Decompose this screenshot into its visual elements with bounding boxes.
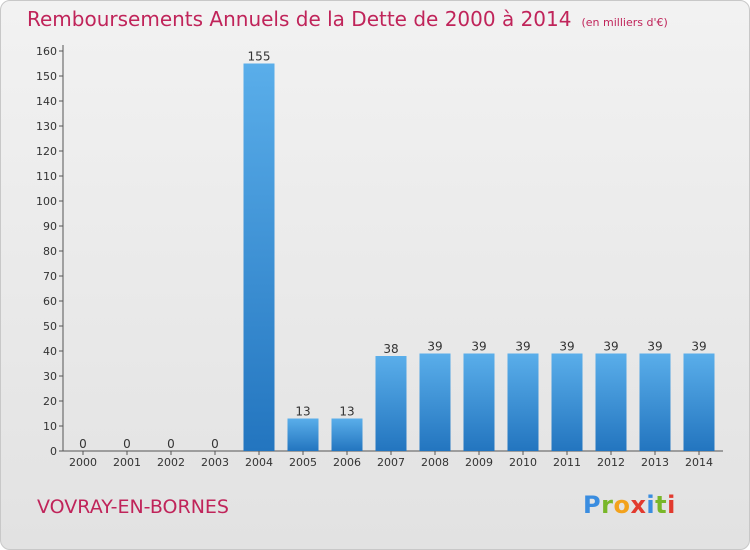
bar bbox=[287, 418, 319, 451]
y-tick-label: 110 bbox=[36, 170, 57, 183]
bar bbox=[375, 356, 407, 451]
data-label: 39 bbox=[691, 340, 706, 354]
bar bbox=[595, 353, 627, 451]
y-tick-label: 60 bbox=[43, 295, 57, 308]
data-label: 39 bbox=[515, 340, 530, 354]
x-tick-label: 2008 bbox=[421, 456, 449, 469]
x-tick-label: 2002 bbox=[157, 456, 185, 469]
y-tick-label: 70 bbox=[43, 270, 57, 283]
y-tick-label: 120 bbox=[36, 145, 57, 158]
bar bbox=[683, 353, 715, 451]
y-tick-label: 130 bbox=[36, 120, 57, 133]
title-unit: (en milliers d'€) bbox=[581, 16, 668, 29]
town-name: VOVRAY-EN-BORNES bbox=[37, 496, 229, 518]
proxiti-logo: Proxiti bbox=[583, 491, 676, 519]
chart-title: Remboursements Annuels de la Dette de 20… bbox=[27, 7, 668, 31]
data-label: 13 bbox=[295, 405, 310, 419]
data-label: 13 bbox=[339, 405, 354, 419]
y-tick-label: 30 bbox=[43, 370, 57, 383]
data-label: 38 bbox=[383, 342, 398, 356]
x-tick-label: 2007 bbox=[377, 456, 405, 469]
y-tick-label: 20 bbox=[43, 395, 57, 408]
y-tick-label: 50 bbox=[43, 320, 57, 333]
data-label: 0 bbox=[167, 437, 175, 451]
y-tick-label: 0 bbox=[50, 445, 57, 458]
y-tick-label: 80 bbox=[43, 245, 57, 258]
data-label: 0 bbox=[123, 437, 131, 451]
y-tick-label: 10 bbox=[43, 420, 57, 433]
data-label: 155 bbox=[248, 50, 271, 64]
bar bbox=[551, 353, 583, 451]
bar bbox=[507, 353, 539, 451]
bar bbox=[463, 353, 495, 451]
x-tick-label: 2013 bbox=[641, 456, 669, 469]
x-tick-label: 2006 bbox=[333, 456, 361, 469]
bar bbox=[243, 63, 275, 451]
x-tick-label: 2011 bbox=[553, 456, 581, 469]
x-tick-label: 2004 bbox=[245, 456, 273, 469]
bar bbox=[331, 418, 363, 451]
x-tick-label: 2009 bbox=[465, 456, 493, 469]
x-tick-label: 2001 bbox=[113, 456, 141, 469]
y-tick-label: 140 bbox=[36, 95, 57, 108]
bar bbox=[419, 353, 451, 451]
data-label: 0 bbox=[79, 437, 87, 451]
data-label: 0 bbox=[211, 437, 219, 451]
y-tick-label: 90 bbox=[43, 220, 57, 233]
y-tick-label: 100 bbox=[36, 195, 57, 208]
data-label: 39 bbox=[603, 340, 618, 354]
y-tick-label: 160 bbox=[36, 45, 57, 58]
x-tick-label: 2010 bbox=[509, 456, 537, 469]
x-tick-label: 2003 bbox=[201, 456, 229, 469]
x-tick-label: 2000 bbox=[69, 456, 97, 469]
data-label: 39 bbox=[647, 340, 662, 354]
data-label: 39 bbox=[559, 340, 574, 354]
y-tick-label: 40 bbox=[43, 345, 57, 358]
data-label: 39 bbox=[427, 340, 442, 354]
x-tick-label: 2012 bbox=[597, 456, 625, 469]
x-tick-label: 2005 bbox=[289, 456, 317, 469]
data-label: 39 bbox=[471, 340, 486, 354]
bar bbox=[639, 353, 671, 451]
y-tick-label: 150 bbox=[36, 70, 57, 83]
title-text: Remboursements Annuels de la Dette de 20… bbox=[27, 7, 572, 31]
x-tick-label: 2014 bbox=[685, 456, 713, 469]
